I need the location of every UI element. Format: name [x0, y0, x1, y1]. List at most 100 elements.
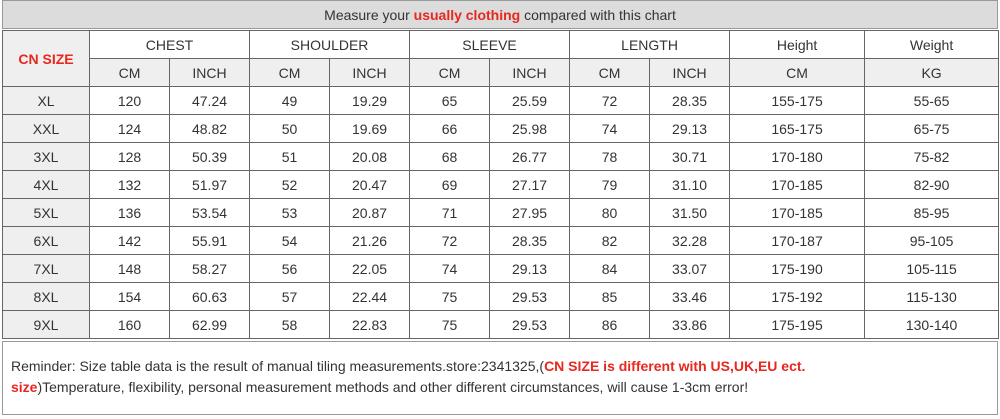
- measure-cell: 86: [569, 310, 651, 339]
- title: Measure your usually clothing compared w…: [2, 0, 998, 29]
- measure-cell: 22.44: [329, 282, 411, 311]
- size-label: 9XL: [2, 310, 90, 339]
- unit-header: INCH: [329, 58, 411, 87]
- size-row: 7XL 148 58.27 56 22.05 74 29.13 84 33.07 175-190 1…: [2, 254, 1000, 283]
- measure-cell: 170-185: [729, 198, 866, 227]
- size-row: 5XL 136 53.54 53 20.87 71 27.95 80 31.50 170-185 8…: [2, 198, 1000, 227]
- measure-cell: 33.46: [649, 282, 731, 311]
- reminder-text: )Temperature, flexibility, personal meas…: [37, 379, 749, 395]
- title-text: Measure your: [324, 7, 410, 23]
- measure-cell: 120: [89, 86, 170, 115]
- measure-cell: 49: [249, 86, 331, 115]
- size-row: 6XL 142 55.91 54 21.26 72 28.35 82 32.28 170-187 9…: [2, 226, 1000, 255]
- size-row: 3XL 128 50.39 51 20.08 68 26.77 78 30.71 170-180 7…: [2, 142, 1000, 171]
- measure-cell: 53.54: [168, 198, 251, 227]
- measure-cell: 31.10: [649, 170, 731, 199]
- size-label: 4XL: [2, 170, 90, 199]
- measure-cell: 58: [249, 310, 331, 339]
- size-row: 4XL 132 51.97 52 20.47 69 27.17 79 31.10 170-185 8…: [2, 170, 1000, 199]
- measure-cell: 29.53: [489, 282, 571, 311]
- measure-cell: 69: [409, 170, 491, 199]
- measure-cell: 62.99: [168, 310, 251, 339]
- size-row: XXL 124 48.82 50 19.69 66 25.98 74 29.13 165-175 6…: [2, 114, 1000, 143]
- unit-header: CM: [729, 58, 866, 87]
- size-label: 3XL: [2, 142, 90, 171]
- measure-cell: 20.47: [329, 170, 411, 199]
- size-label: 8XL: [2, 282, 90, 311]
- reminder-text: Reminder: Size table data is the result …: [11, 356, 901, 398]
- measure-cell: 55.91: [168, 226, 251, 255]
- unit-header: INCH: [489, 58, 571, 87]
- measure-cell: 85-95: [864, 198, 1000, 227]
- reminder-highlight: CN SIZE is different with US,UK,EU ect. …: [11, 358, 806, 395]
- unit-row: CM INCH CM INCH CM INCH CM INCH CM KG: [3, 58, 1000, 87]
- group-header: LENGTH: [569, 30, 731, 59]
- measure-cell: 33.07: [649, 254, 731, 283]
- size-label: 6XL: [2, 226, 90, 255]
- table-body: CN SIZE CHEST SHOULDER SLEEVE LENGTH Height W…: [2, 30, 1000, 339]
- measure-cell: 75: [409, 310, 491, 339]
- measure-cell: 74: [409, 254, 491, 283]
- group-header: Height: [729, 30, 866, 59]
- measure-cell: 124: [89, 114, 170, 143]
- measure-cell: 84: [569, 254, 651, 283]
- measure-cell: 29.13: [489, 254, 571, 283]
- measure-cell: 60.63: [168, 282, 251, 311]
- measure-cell: 19.29: [329, 86, 411, 115]
- size-row: XL 120 47.24 49 19.29 65 25.59 72 28.35 155-175 55…: [2, 86, 1000, 115]
- measure-cell: 85: [569, 282, 651, 311]
- header-row: CN SIZE CHEST SHOULDER SLEEVE LENGTH Height W…: [2, 30, 1000, 87]
- measure-cell: 95-105: [864, 226, 1000, 255]
- measure-cell: 54: [249, 226, 331, 255]
- measure-cell: 51.97: [168, 170, 251, 199]
- measure-cell: 132: [89, 170, 170, 199]
- size-label: XXL: [2, 114, 90, 143]
- measure-cell: 57: [249, 282, 331, 311]
- measure-cell: 72: [569, 86, 651, 115]
- measure-cell: 22.05: [329, 254, 411, 283]
- measure-cell: 128: [89, 142, 170, 171]
- measure-cell: 65: [409, 86, 491, 115]
- size-row: 8XL 154 60.63 57 22.44 75 29.53 85 33.46 175-192 1…: [2, 282, 1000, 311]
- measure-cell: 170-180: [729, 142, 866, 171]
- size-label: 7XL: [2, 254, 90, 283]
- measure-cell: 78: [569, 142, 651, 171]
- size-row: 9XL 160 62.99 58 22.83 75 29.53 86 33.86 175-195 1…: [2, 310, 1000, 339]
- unit-header: CM: [89, 58, 170, 87]
- group-header: SHOULDER: [249, 30, 411, 59]
- size-chart: Measure your usually clothing compared w…: [2, 0, 1000, 339]
- unit-header: KG: [864, 58, 1000, 87]
- measure-cell: 32.28: [649, 226, 731, 255]
- measure-cell: 25.98: [489, 114, 571, 143]
- measure-cell: 175-195: [729, 310, 866, 339]
- measure-cell: 170-185: [729, 170, 866, 199]
- measure-cell: 175-192: [729, 282, 866, 311]
- measure-cell: 74: [569, 114, 651, 143]
- unit-header: CM: [569, 58, 651, 87]
- size-header: CN SIZE: [2, 30, 90, 87]
- measure-cell: 20.87: [329, 198, 411, 227]
- measure-cell: 148: [89, 254, 170, 283]
- unit-header: INCH: [649, 58, 731, 87]
- measure-cell: 28.35: [489, 226, 571, 255]
- measure-cell: 80: [569, 198, 651, 227]
- measure-cell: 72: [409, 226, 491, 255]
- measure-cell: 33.86: [649, 310, 731, 339]
- measure-cell: 71: [409, 198, 491, 227]
- measure-cell: 30.71: [649, 142, 731, 171]
- measure-cell: 155-175: [729, 86, 866, 115]
- measure-cell: 55-65: [864, 86, 1000, 115]
- unit-header: INCH: [168, 58, 251, 87]
- group-header: SLEEVE: [409, 30, 571, 59]
- unit-header: CM: [409, 58, 491, 87]
- measure-cell: 48.82: [168, 114, 251, 143]
- title-text: compared with this chart: [524, 7, 676, 23]
- measure-cell: 65-75: [864, 114, 1000, 143]
- measure-cell: 165-175: [729, 114, 866, 143]
- measure-cell: 136: [89, 198, 170, 227]
- measure-cell: 142: [89, 226, 170, 255]
- measure-cell: 52: [249, 170, 331, 199]
- measure-cell: 26.77: [489, 142, 571, 171]
- measure-cell: 79: [569, 170, 651, 199]
